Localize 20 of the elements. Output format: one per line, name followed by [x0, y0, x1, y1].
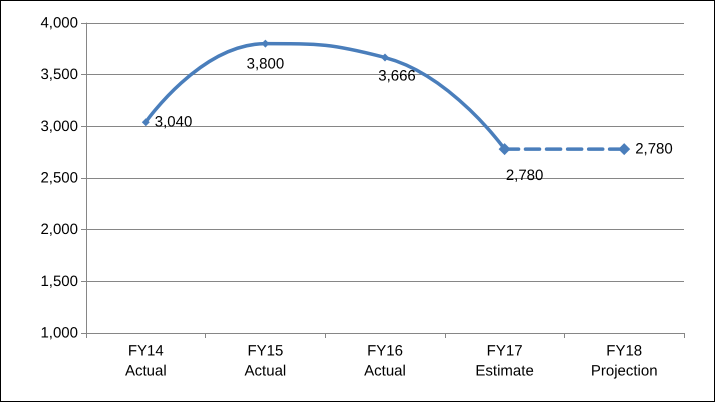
y-tick-label: 4,000 — [40, 14, 78, 32]
y-tick-label: 1,500 — [40, 272, 78, 290]
data-label: 3,040 — [154, 114, 192, 131]
data-label: 2,780 — [506, 167, 544, 184]
data-label: 3,666 — [378, 68, 416, 85]
x-tick-label: FY15 Actual — [244, 342, 286, 380]
y-tick-label: 2,500 — [40, 170, 78, 186]
point — [381, 54, 389, 62]
x-tick-label: FY18 Projection — [590, 342, 658, 380]
y-tick-label: 2,000 — [40, 221, 78, 238]
point — [618, 143, 630, 156]
x-tick-label: FY14 Actual — [124, 342, 167, 380]
y-tick-label: 3,000 — [40, 118, 78, 135]
x-tick-label: FY17 Estimate — [475, 342, 534, 380]
y-tick-label: 1,000 — [40, 324, 78, 342]
data-label: 2,780 — [635, 140, 673, 158]
data-label: 3,800 — [246, 56, 284, 73]
y-tick-label: 3,500 — [40, 66, 78, 84]
x-tick-label: FY16 Actual — [364, 342, 406, 380]
point — [142, 118, 150, 126]
